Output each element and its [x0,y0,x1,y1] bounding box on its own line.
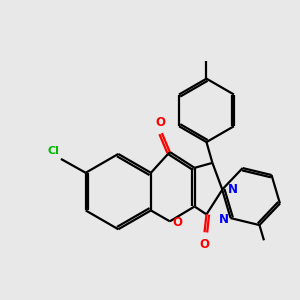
Text: N: N [219,213,229,226]
Text: O: O [200,238,209,250]
Text: N: N [228,183,238,196]
Text: O: O [172,216,182,229]
Text: Cl: Cl [48,146,59,156]
Text: O: O [155,116,165,129]
